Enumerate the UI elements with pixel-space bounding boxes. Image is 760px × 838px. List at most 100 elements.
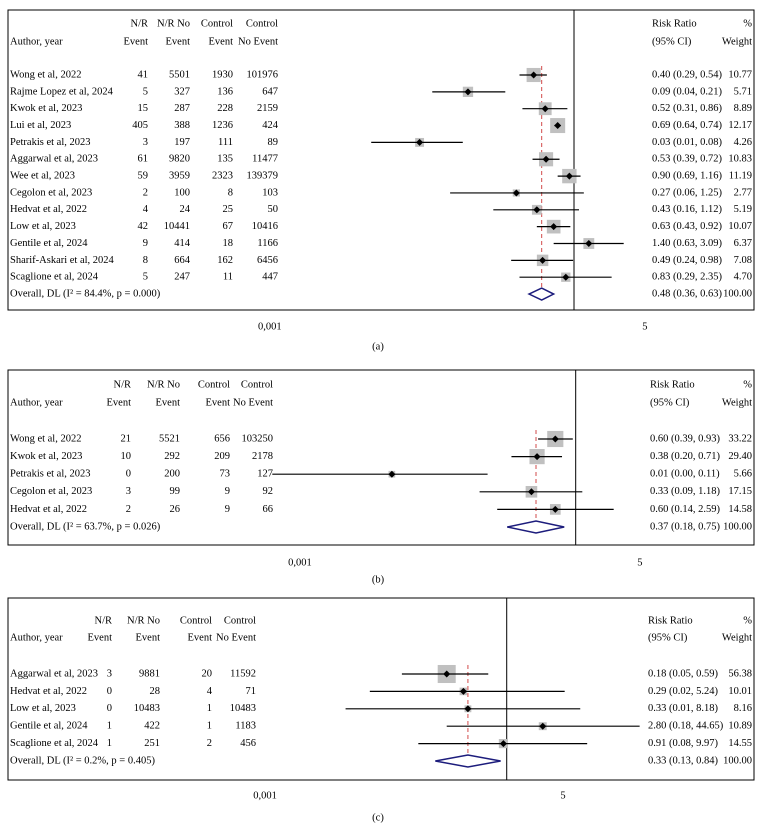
overall-weight: 100.00 — [723, 755, 752, 766]
count-cell: 1 — [207, 721, 212, 732]
count-cell: 11 — [223, 272, 233, 283]
weight-header: Weight — [722, 36, 752, 47]
count-cell: 2159 — [257, 103, 278, 114]
study-name: Rajme Lopez et al, 2024 — [10, 86, 114, 97]
overall-weight: 100.00 — [723, 288, 752, 299]
rr-header: (95% CI) — [648, 632, 688, 643]
overall-diamond — [435, 754, 501, 768]
count-cell: 92 — [263, 486, 274, 497]
overall-diamond — [527, 287, 556, 301]
column-header: Control — [246, 18, 278, 29]
count-cell: 10441 — [164, 221, 190, 232]
count-cell: 0 — [126, 469, 131, 480]
ci-label: 0.29 (0.02, 5.24) — [648, 686, 718, 697]
count-cell: 1236 — [212, 120, 233, 131]
panel-caption: (a) — [372, 341, 384, 352]
study-name: Petrakis et al, 2023 — [10, 469, 90, 480]
count-cell: 127 — [257, 469, 273, 480]
point-estimate — [554, 122, 562, 130]
point-estimate — [464, 705, 472, 713]
point-estimate — [551, 505, 559, 513]
count-cell: 41 — [138, 69, 149, 80]
rr-header: Risk Ratio — [648, 615, 693, 626]
column-header: N/R — [94, 615, 112, 626]
count-cell: 8 — [228, 187, 233, 198]
ci-label: 0.60 (0.39, 0.93) — [650, 433, 720, 444]
overall-name: Overall, DL (I² = 0.2%, p = 0.405) — [10, 755, 155, 766]
count-cell: 327 — [174, 86, 190, 97]
weight-label: 10.77 — [728, 69, 752, 80]
point-estimate — [512, 189, 520, 197]
weight-label: 10.89 — [728, 721, 752, 732]
count-cell: 197 — [174, 137, 190, 148]
panel-frame — [7, 369, 755, 546]
count-cell: 209 — [214, 451, 230, 462]
column-header: No Event — [233, 397, 273, 408]
count-cell: 9881 — [139, 668, 160, 679]
weight-label: 7.08 — [734, 255, 752, 266]
count-cell: 10416 — [252, 221, 278, 232]
ci-label: 0.38 (0.20, 0.71) — [650, 451, 720, 462]
weight-label: 10.07 — [728, 221, 752, 232]
ci-label: 0.33 (0.09, 1.18) — [650, 486, 720, 497]
count-cell: 2 — [143, 187, 148, 198]
point-estimate — [539, 722, 547, 730]
count-cell: 59 — [138, 171, 149, 182]
overall-weight: 100.00 — [723, 521, 752, 532]
rr-header: (95% CI) — [652, 36, 692, 47]
column-header: N/R No — [147, 379, 180, 390]
count-cell: 1166 — [257, 238, 278, 249]
count-cell: 1930 — [212, 69, 233, 80]
count-cell: 8 — [143, 255, 148, 266]
study-name: Kwok et al, 2023 — [10, 451, 82, 462]
count-cell: 100 — [174, 187, 190, 198]
count-cell: 251 — [144, 738, 160, 749]
column-header: N/R — [130, 18, 148, 29]
count-cell: 28 — [150, 686, 161, 697]
column-header: Event — [124, 36, 149, 47]
weight-label: 29.40 — [728, 451, 752, 462]
point-estimate — [585, 240, 593, 247]
count-cell: 50 — [268, 204, 279, 215]
count-cell: 15 — [138, 103, 149, 114]
point-estimate — [388, 470, 396, 478]
ci-label: 0.18 (0.05, 0.59) — [648, 668, 718, 679]
study-name: Scaglione et al, 2024 — [10, 272, 99, 283]
ci-label: 0.27 (0.06, 1.25) — [652, 187, 722, 198]
weight-header: Weight — [722, 397, 752, 408]
count-cell: 2 — [126, 504, 131, 515]
point-estimate — [533, 453, 541, 461]
x-tick-label: 5 — [637, 557, 642, 568]
rr-header: Risk Ratio — [652, 18, 697, 29]
count-cell: 9 — [225, 504, 230, 515]
ci-label: 0.03 (0.01, 0.08) — [652, 137, 722, 148]
count-cell: 9 — [143, 238, 148, 249]
weight-label: 33.22 — [728, 433, 752, 444]
ci-label: 0.83 (0.29, 2.35) — [652, 272, 722, 283]
weight-header: % — [743, 379, 752, 390]
count-cell: 647 — [262, 86, 278, 97]
point-estimate — [416, 138, 424, 146]
study-name: Sharif-Askari et al, 2024 — [10, 255, 115, 266]
ci-label: 2.80 (0.18, 44.65) — [648, 721, 724, 732]
weight-label: 8.89 — [734, 103, 752, 114]
count-cell: 414 — [174, 238, 191, 249]
count-cell: 3959 — [169, 171, 190, 182]
count-cell: 61 — [138, 154, 149, 165]
point-estimate — [459, 687, 467, 695]
study-name: Petrakis et al, 2023 — [10, 137, 90, 148]
column-header: Event — [88, 632, 113, 643]
point-estimate — [464, 88, 472, 96]
study-name: Low et al, 2023 — [10, 221, 76, 232]
count-cell: 10483 — [230, 703, 256, 714]
count-cell: 3 — [126, 486, 131, 497]
study-name: Wong et al, 2022 — [10, 433, 81, 444]
column-header: Control — [198, 379, 230, 390]
point-estimate — [562, 273, 570, 281]
column-header: No Event — [238, 36, 278, 47]
count-cell: 24 — [180, 204, 191, 215]
count-cell: 424 — [262, 120, 279, 131]
ci-label: 0.63 (0.43, 0.92) — [652, 221, 722, 232]
x-tick-label: 0,001 — [288, 557, 312, 568]
overall-ci-label: 0.37 (0.18, 0.75) — [650, 521, 720, 532]
